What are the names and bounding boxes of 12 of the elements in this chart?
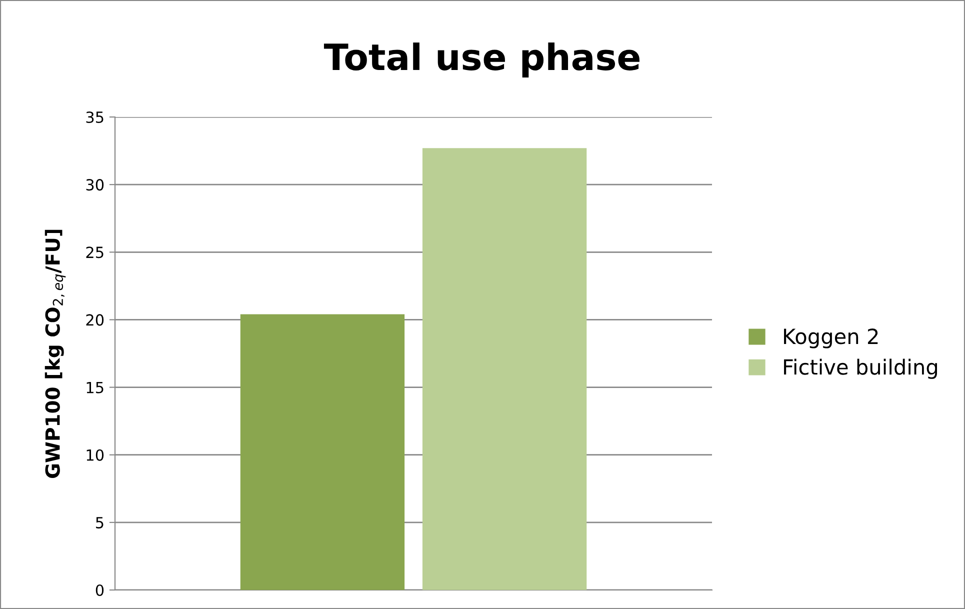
y-tick-label: 30 (86, 179, 104, 191)
y-tick-label: 20 (86, 314, 104, 326)
legend-label: Fictive building (784, 358, 937, 379)
y-tick-label: 15 (86, 382, 104, 394)
y-tick-label: 25 (86, 246, 104, 258)
y-tick-label: 10 (86, 449, 104, 461)
y-tick-label: 5 (96, 517, 104, 528)
legend-label: Koggen 2 (784, 328, 878, 348)
y-tick-label: 0 (96, 584, 104, 596)
y-axis-title: GWP100 [kg CO$_{2,eq}$/FU] (44, 230, 66, 478)
chart-title: Total use phase (324, 42, 640, 78)
y-tick-label: 35 (86, 111, 104, 124)
